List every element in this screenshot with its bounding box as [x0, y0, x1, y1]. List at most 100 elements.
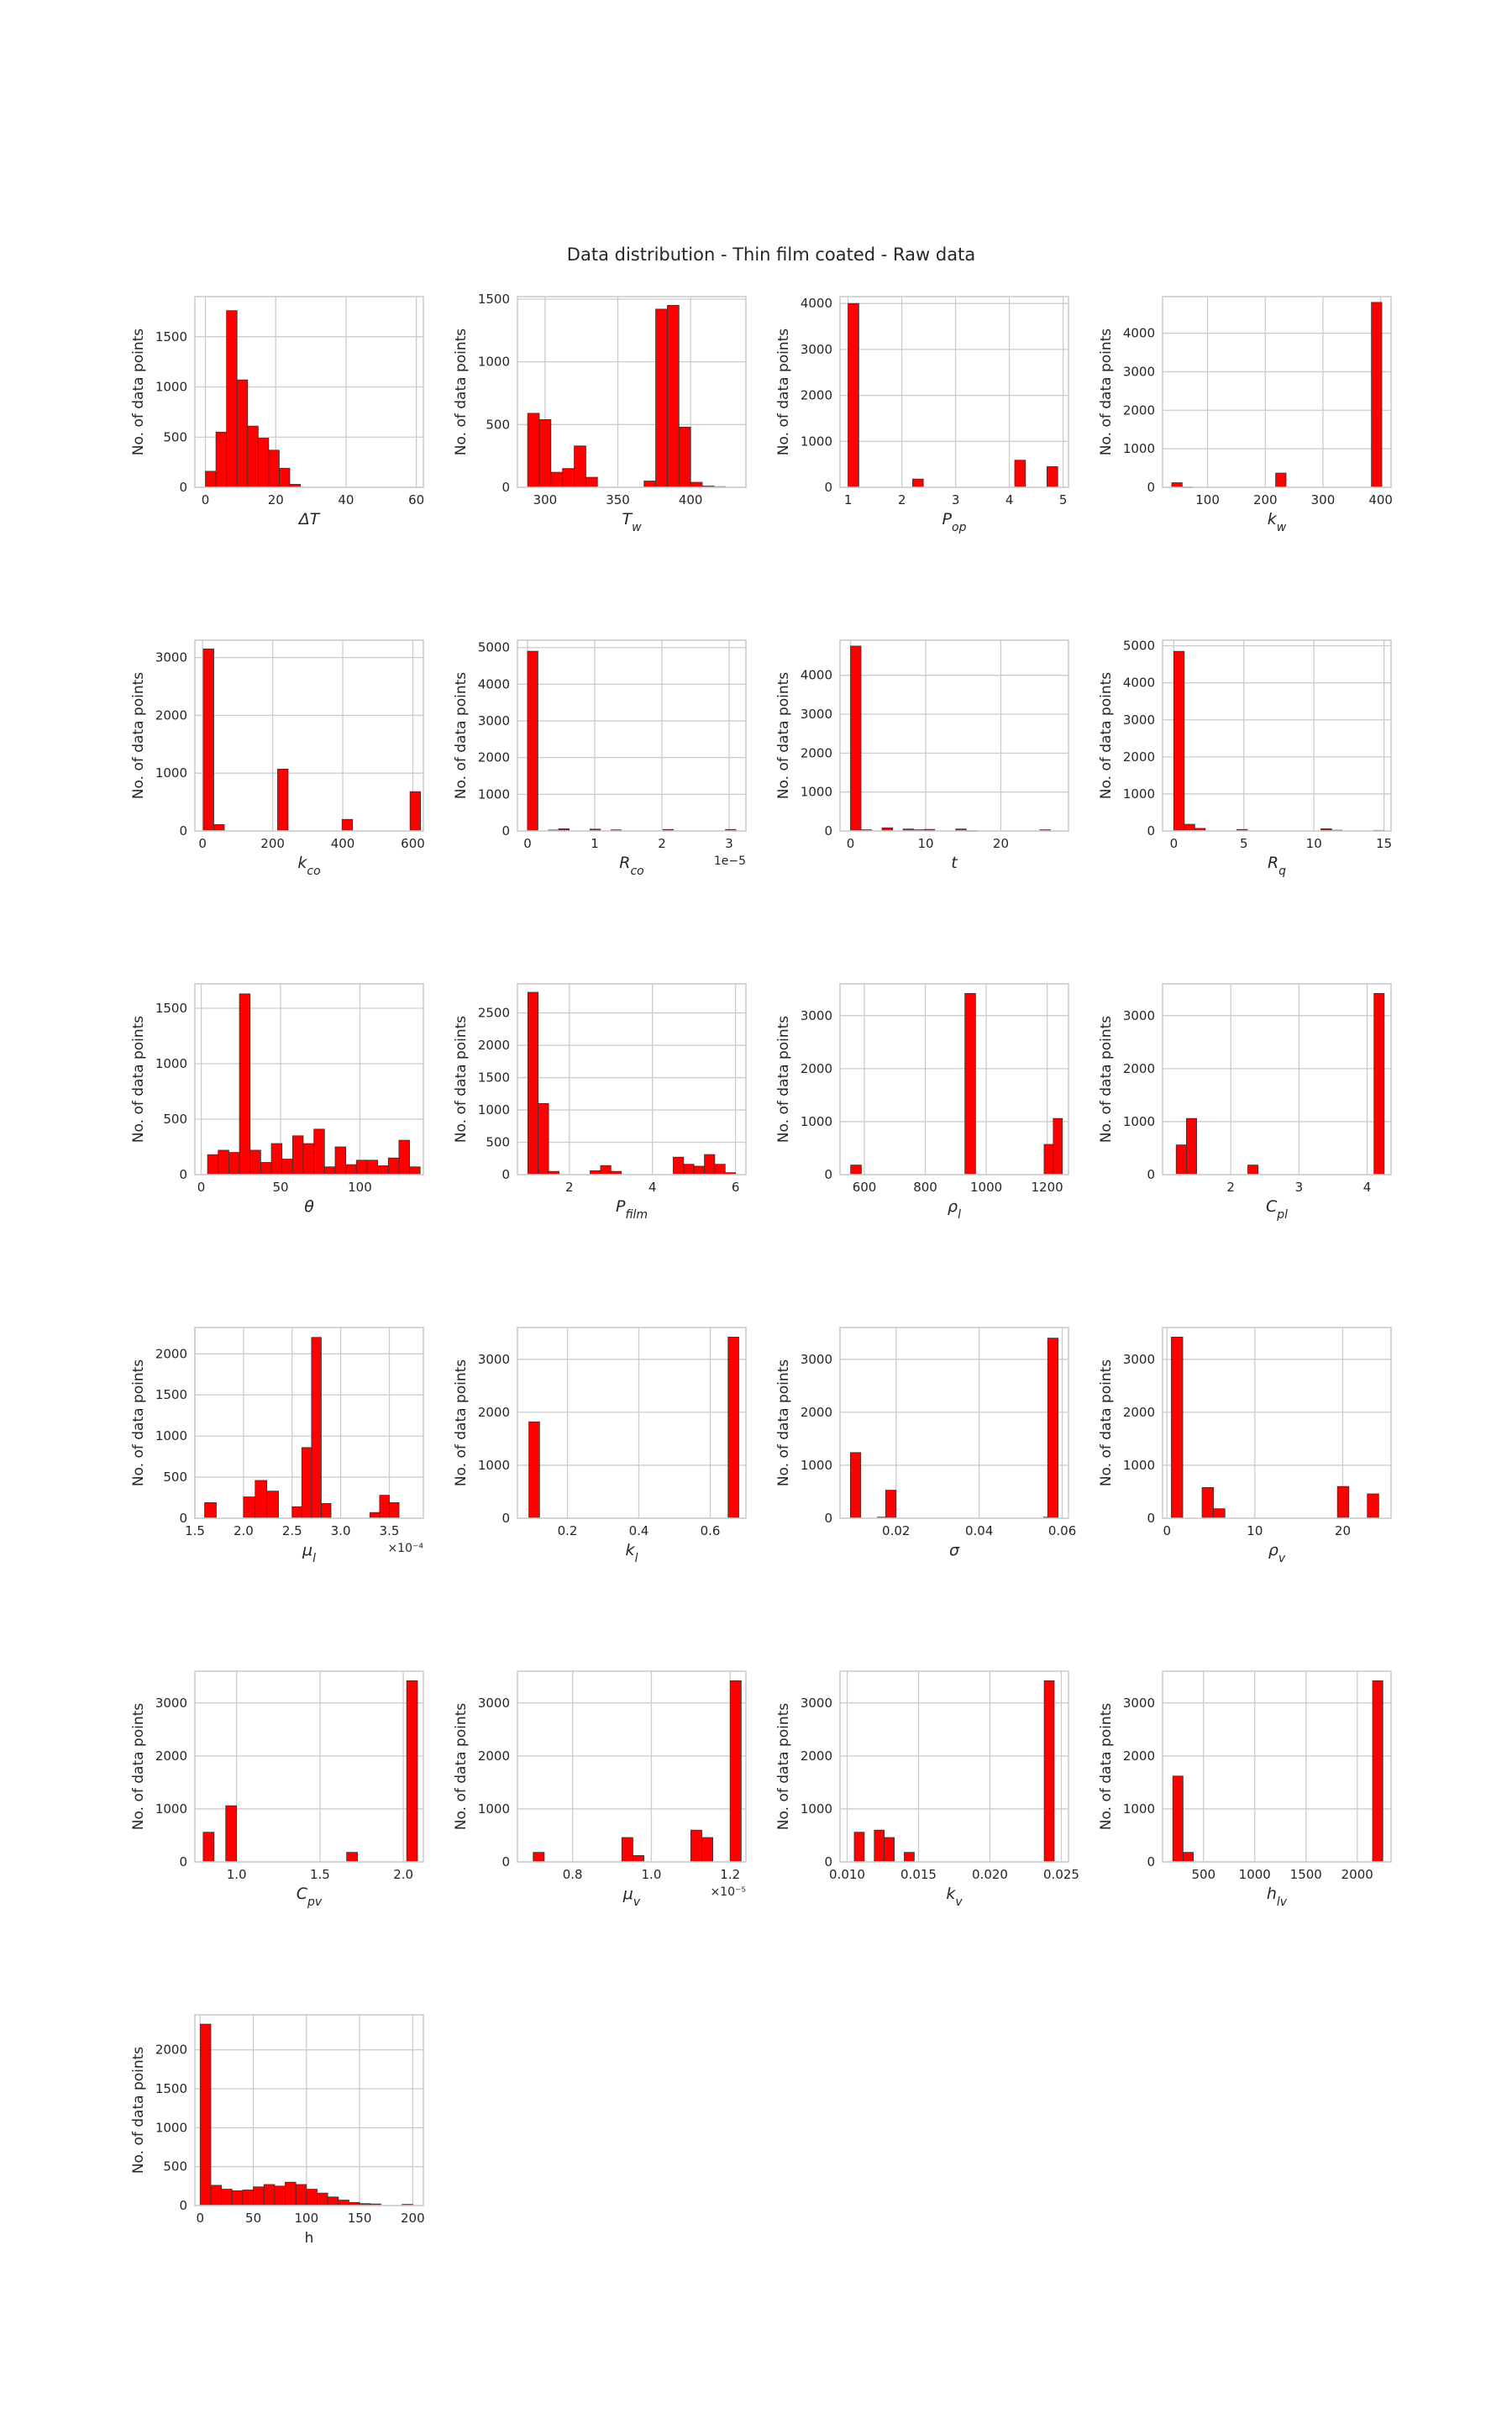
y-axis-label: No. of data points — [130, 2047, 147, 2174]
x-tick-label: 0 — [197, 2211, 205, 2226]
y-tick-label: 0 — [1147, 1167, 1155, 1182]
histogram-bar — [257, 438, 270, 488]
histogram-bar — [693, 1165, 705, 1175]
x-axis-label: kco — [297, 854, 320, 878]
y-tick-label: 4000 — [801, 668, 832, 683]
x-tick-label: 200 — [260, 836, 285, 851]
histogram-bar — [1275, 472, 1287, 488]
histogram-bar — [527, 991, 539, 1175]
x-tick-label: 300 — [1311, 492, 1336, 507]
x-tick-label: 6 — [732, 1180, 740, 1195]
histogram-bar — [323, 1166, 336, 1175]
y-tick-label: 3000 — [801, 1352, 832, 1367]
plot-area — [840, 640, 1068, 831]
histogram-bar — [1171, 1336, 1184, 1519]
x-axis-label: θ — [304, 1197, 314, 1216]
y-tick-label: 3000 — [801, 707, 832, 722]
y-tick-label: 1000 — [478, 1801, 510, 1817]
histogram-bar — [338, 2200, 349, 2206]
plot-area — [1163, 297, 1391, 487]
subplot-6: 0 1 2 3 0 1000 2000 3000 4000 5000 1e−5 No. of data… — [453, 639, 747, 878]
histogram-bar — [277, 768, 289, 832]
x-axis-label: Rq — [1268, 854, 1286, 878]
y-tick-label: 2000 — [1123, 1061, 1155, 1076]
y-tick-label: 2000 — [155, 1748, 187, 1764]
axes-frame — [517, 983, 747, 1175]
x-tick-label: 2.5 — [282, 1523, 302, 1538]
x-tick-label: 50 — [245, 2211, 261, 2226]
histogram-bar — [387, 1157, 400, 1175]
x-tick-label: 0.02 — [882, 1523, 910, 1538]
y-tick-label: 3000 — [801, 1008, 832, 1023]
y-tick-label: 3000 — [1123, 1352, 1155, 1367]
subplot-18: 0.8 1.0 1.2 0 1000 2000 3000 ×10⁻⁵ No. of data p… — [453, 1670, 747, 1909]
y-tick-label: 1500 — [478, 1070, 510, 1086]
plot-area — [195, 640, 423, 831]
y-tick-label: 0 — [824, 1511, 832, 1526]
x-axis-label: ΔT — [297, 510, 321, 528]
axes-frame — [839, 1670, 1069, 1863]
y-tick-label: 3000 — [1123, 1696, 1155, 1711]
histogram-bar — [306, 2189, 318, 2206]
axes-frame — [839, 296, 1069, 488]
histogram-bar — [1182, 1852, 1194, 1863]
histogram-bar — [690, 481, 703, 488]
histogram-bar — [199, 2023, 212, 2206]
subplot-7: 0 10 20 0 1000 2000 3000 4000 No. of data points… — [775, 639, 1069, 872]
histogram-bar — [226, 310, 238, 488]
histogram-bar — [263, 2184, 276, 2206]
y-tick-label: 4000 — [478, 676, 510, 691]
histogram-bar — [1047, 1338, 1059, 1519]
histogram-bar — [912, 478, 924, 488]
x-tick-label: 600 — [853, 1180, 877, 1195]
histogram-bar — [704, 1154, 716, 1175]
x-tick-label: 200 — [401, 2211, 425, 2226]
histogram-bar — [210, 2185, 223, 2206]
y-tick-label: 1000 — [1123, 1458, 1155, 1473]
y-tick-label: 0 — [179, 480, 187, 495]
y-tick-label: 2000 — [1123, 1405, 1155, 1420]
histogram-bar — [311, 1337, 322, 1519]
histogram-bar — [562, 468, 575, 488]
y-tick-label: 1000 — [155, 380, 187, 395]
histogram-bar — [673, 1156, 685, 1175]
subplot-2: 300 350 400 0 500 1000 1500 No. of data points T… — [453, 292, 747, 534]
histogram-bar — [281, 1159, 293, 1175]
histogram-bar — [266, 1491, 279, 1519]
x-tick-label: 1 — [844, 492, 853, 507]
y-tick-label: 500 — [486, 1135, 510, 1150]
x-tick-label: 15 — [1376, 836, 1392, 851]
histogram-bar — [228, 1152, 240, 1175]
y-tick-label: 1000 — [478, 1458, 510, 1473]
x-tick-label: 800 — [913, 1180, 937, 1195]
histogram-bar — [218, 1149, 229, 1175]
x-tick-label: 4 — [1363, 1180, 1372, 1195]
y-tick-label: 1000 — [1123, 1114, 1155, 1129]
x-tick-label: 4 — [1005, 492, 1014, 507]
x-axis-label: h — [305, 2230, 314, 2247]
y-axis-label: No. of data points — [775, 1359, 792, 1486]
y-tick-label: 1000 — [801, 434, 832, 449]
histogram-bar — [301, 1447, 312, 1519]
histogram-bar — [369, 1512, 381, 1519]
x-axis-label: kv — [946, 1885, 963, 1909]
axes-frame — [194, 1670, 424, 1863]
histogram-bar — [1047, 465, 1058, 488]
histogram-bar — [538, 1102, 549, 1175]
histogram-bar — [355, 1159, 368, 1175]
x-tick-label: 0.010 — [829, 1867, 865, 1882]
histogram-bar — [683, 1164, 695, 1175]
histogram-bar — [1336, 1485, 1350, 1519]
x-tick-label: 0 — [1170, 836, 1179, 851]
y-tick-label: 1000 — [155, 765, 187, 781]
histogram-bar — [202, 1832, 215, 1863]
y-tick-label: 1000 — [801, 1458, 832, 1473]
x-tick-label: 2 — [898, 492, 906, 507]
subplot-3: 1 2 3 4 5 0 1000 2000 3000 4000 No. of data points… — [775, 296, 1069, 534]
y-tick-label: 0 — [1147, 823, 1155, 839]
y-tick-label: 1000 — [1123, 441, 1155, 456]
x-axis-label: Cpl — [1266, 1197, 1288, 1222]
